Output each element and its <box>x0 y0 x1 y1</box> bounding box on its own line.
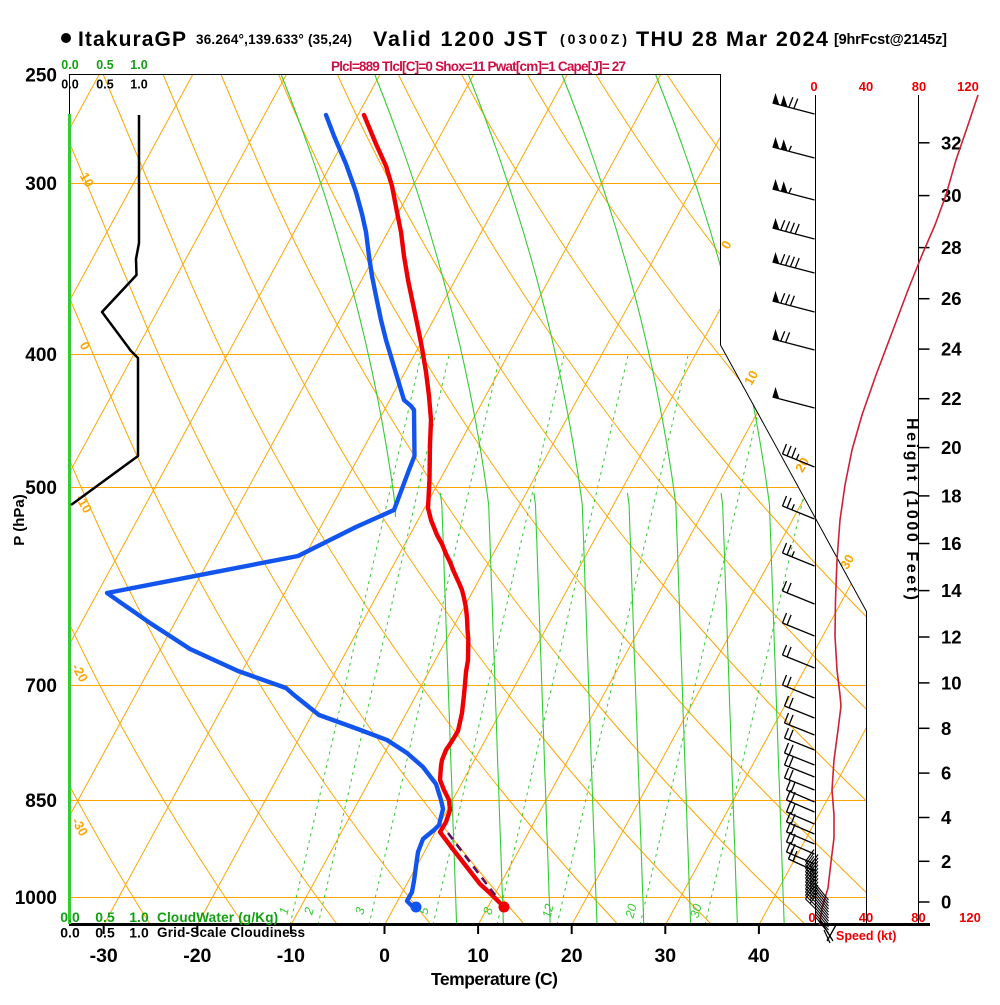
svg-text:10: 10 <box>741 368 761 388</box>
svg-text:12: 12 <box>540 902 557 919</box>
svg-text:120: 120 <box>957 79 979 94</box>
svg-text:1.0: 1.0 <box>129 925 149 941</box>
svg-text:80: 80 <box>911 910 925 925</box>
svg-text:32: 32 <box>941 132 962 153</box>
svg-text:Valid 1200 JST: Valid 1200 JST <box>373 27 547 51</box>
svg-text:0.5: 0.5 <box>95 909 115 925</box>
svg-text:6: 6 <box>941 763 951 784</box>
svg-text:4: 4 <box>941 807 952 828</box>
svg-text:18: 18 <box>941 485 962 506</box>
svg-text:1.0: 1.0 <box>130 78 147 92</box>
svg-text:8: 8 <box>941 718 951 739</box>
svg-text:30: 30 <box>941 185 962 206</box>
svg-text:300: 300 <box>25 174 57 195</box>
svg-text:1.0: 1.0 <box>130 58 147 72</box>
svg-text:40: 40 <box>859 79 873 94</box>
svg-text:THU 28 Mar 2024: THU 28 Mar 2024 <box>636 27 828 51</box>
svg-text:Height (1000 Feet): Height (1000 Feet) <box>903 418 920 600</box>
svg-text:700: 700 <box>25 676 57 697</box>
svg-text:250: 250 <box>25 66 57 87</box>
svg-text:Grid-Scale Cloudiness: Grid-Scale Cloudiness <box>157 925 305 940</box>
svg-text:CloudWater (g/Kg): CloudWater (g/Kg) <box>157 910 278 925</box>
svg-text:[9hrFcst@2145z]: [9hrFcst@2145z] <box>834 32 947 48</box>
svg-text:1000: 1000 <box>15 888 57 909</box>
svg-text:ItakuraGP: ItakuraGP <box>78 28 186 51</box>
svg-text:8: 8 <box>480 906 495 916</box>
svg-text:0.5: 0.5 <box>96 58 113 72</box>
svg-text:5: 5 <box>416 906 431 916</box>
svg-text:10: 10 <box>467 945 489 967</box>
svg-text:0.5: 0.5 <box>95 925 115 941</box>
svg-text:Temperature (C): Temperature (C) <box>431 969 558 989</box>
svg-text:20: 20 <box>622 902 639 920</box>
svg-text:0.0: 0.0 <box>61 58 78 72</box>
svg-text:0: 0 <box>941 892 951 913</box>
svg-text:1: 1 <box>276 906 291 916</box>
svg-text:-20: -20 <box>183 945 211 967</box>
svg-text:10: 10 <box>941 672 962 693</box>
svg-text:10: 10 <box>77 170 97 190</box>
svg-text:36.264°,139.633° (35,24): 36.264°,139.633° (35,24) <box>196 32 352 47</box>
svg-text:30: 30 <box>654 945 676 967</box>
svg-text:500: 500 <box>25 478 57 499</box>
svg-text:40: 40 <box>748 945 770 967</box>
svg-text:12: 12 <box>941 627 962 648</box>
svg-text:1.0: 1.0 <box>129 909 149 925</box>
svg-text:-30: -30 <box>90 945 118 967</box>
svg-text:16: 16 <box>941 533 962 554</box>
svg-text:3: 3 <box>352 906 367 916</box>
svg-text:850: 850 <box>25 791 57 812</box>
svg-text:20: 20 <box>941 437 962 458</box>
svg-text:22: 22 <box>941 388 962 409</box>
svg-text:2: 2 <box>301 906 317 917</box>
svg-text:P (hPa): P (hPa) <box>11 494 28 545</box>
svg-text:30: 30 <box>688 902 705 919</box>
svg-text:0.0: 0.0 <box>60 925 80 941</box>
svg-text:-10: -10 <box>277 945 305 967</box>
svg-text:Speed (kt): Speed (kt) <box>836 929 896 943</box>
svg-text:26: 26 <box>941 288 962 309</box>
svg-text:Plcl=889 Tlcl[C]=0 Shox=11 Pwa: Plcl=889 Tlcl[C]=0 Shox=11 Pwat[cm]=1 Ca… <box>331 59 626 74</box>
svg-text:400: 400 <box>25 345 57 366</box>
svg-text:0.0: 0.0 <box>60 909 80 925</box>
svg-text:0.5: 0.5 <box>96 78 113 92</box>
svg-text:40: 40 <box>859 910 873 925</box>
svg-text:0.0: 0.0 <box>61 78 78 92</box>
svg-text:80: 80 <box>912 79 926 94</box>
svg-text:(0300Z): (0300Z) <box>560 31 627 47</box>
svg-text:120: 120 <box>959 910 981 925</box>
svg-text:28: 28 <box>941 237 962 258</box>
svg-text:0: 0 <box>808 910 815 925</box>
svg-text:20: 20 <box>561 945 583 967</box>
svg-text:0: 0 <box>379 945 390 967</box>
svg-text:14: 14 <box>941 580 962 601</box>
svg-text:24: 24 <box>941 339 962 360</box>
svg-text:2: 2 <box>941 851 951 872</box>
svg-text:0: 0 <box>810 79 817 94</box>
